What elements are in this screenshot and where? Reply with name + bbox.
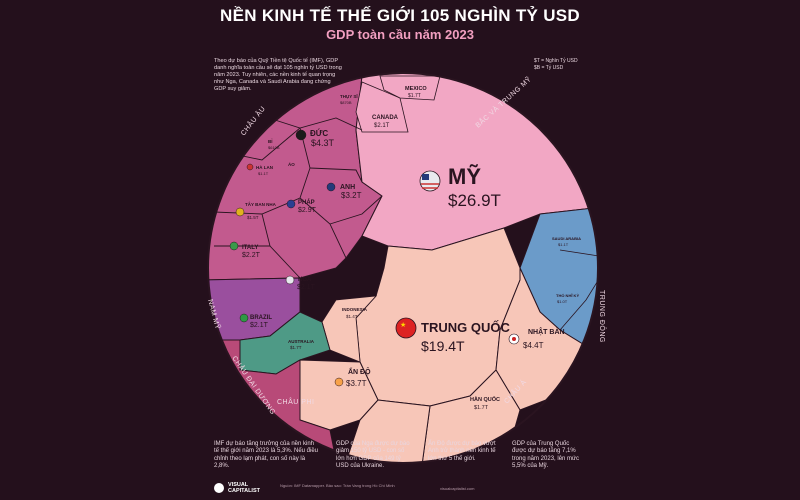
country-label-australia: AUSTRALIA	[288, 339, 315, 344]
country-value-italy: $2.2T	[242, 252, 261, 259]
flag-ru-icon	[285, 275, 295, 285]
country-label-uk: ANH	[340, 184, 355, 191]
flag-es-icon	[235, 207, 245, 217]
country-label-korea: HÀN QUỐC	[470, 396, 500, 403]
country-value-indonesia: $1.4T	[346, 314, 358, 319]
country-value-russia: $2.1T	[297, 284, 316, 291]
page-title: NỀN KINH TẾ THẾ GIỚI 105 NGHÌN TỶ USD	[220, 6, 580, 25]
legend-billion: $B = Tỷ USD	[534, 64, 564, 71]
flag-nl-icon	[246, 163, 254, 171]
site-link[interactable]: visualcapitalist.com	[440, 486, 475, 491]
country-value-canada: $2.1T	[374, 123, 390, 129]
country-label-india: ẤN ĐỘ	[348, 366, 371, 376]
country-label-switzerland: THỤY SĨ	[340, 93, 358, 99]
country-value-spain: $1.5T	[247, 215, 259, 220]
country-value-australia: $1.7T	[290, 345, 302, 350]
brand-logo: VISUAL CAPITALIST	[214, 482, 260, 494]
country-value-usa: $26.9T	[448, 191, 501, 210]
country-label-russia: NGA	[298, 277, 312, 283]
fact-russia: GDP của Nga được dự báo giảm 150 tỷ USD …	[336, 441, 410, 470]
country-value-france: $2.9T	[298, 207, 317, 214]
fact-china: GDP của Trung Quốc được dự báo tăng 7,1%…	[512, 441, 580, 470]
country-value-korea: $1.7T	[474, 405, 489, 411]
flag-de-icon	[295, 129, 307, 141]
legend-trillion: $T = Nghìn Tỷ USD	[534, 58, 578, 64]
country-value-china: $19.4T	[421, 338, 465, 354]
middle-east-cell-borders	[559, 249, 598, 331]
country-label-austria: ÁO	[288, 161, 295, 167]
flag-br-icon	[239, 313, 249, 323]
country-value-germany: $4.3T	[311, 138, 335, 148]
country-label-japan: NHẬT BẢN	[528, 327, 565, 336]
flag-in-icon	[334, 377, 344, 387]
country-value-india: $3.7T	[346, 379, 367, 388]
country-value-saudi: $1.1T	[558, 242, 569, 247]
region-label-africa: CHÂU PHI	[277, 397, 314, 406]
country-label-brazil: BRAZIL	[250, 315, 272, 321]
page-subtitle: GDP toàn cầu năm 2023	[326, 27, 474, 42]
country-label-germany: ĐỨC	[310, 129, 328, 138]
country-label-belgium: BỈ	[268, 138, 273, 144]
country-label-indonesia: INDONESIA	[342, 307, 368, 312]
country-value-turkey: $1.0T	[557, 299, 568, 304]
cell-mexico	[379, 75, 441, 101]
country-value-netherlands: $1.1T	[258, 171, 269, 176]
flag-gb-icon	[326, 182, 336, 192]
europe-cell-borders-3	[309, 167, 363, 183]
chart-outline	[207, 72, 599, 464]
unit-legend: $T = Nghìn Tỷ USD $B = Tỷ USD	[534, 58, 578, 71]
flag-it-icon	[229, 241, 239, 251]
country-label-spain: TÂY BAN NHA	[245, 201, 277, 207]
region-label-middle-east: TRUNG ĐÔNG	[598, 290, 607, 343]
intro-text: Theo dự báo của Quỹ Tiền tệ Quốc tế (IMF…	[214, 58, 342, 92]
brand-line1: VISUAL	[228, 482, 249, 488]
country-label-italy: ITALY	[242, 245, 258, 251]
logo-icon	[214, 483, 224, 493]
country-value-belgium: $610B	[268, 145, 280, 150]
source-note: Nguồn: IMF Datamapper. Bảo sao: Trần Van…	[280, 483, 395, 488]
country-value-brazil: $2.1T	[250, 322, 269, 329]
fact-india: Ấn Độ được dự báo vượt Anh trở thành nền…	[428, 441, 496, 462]
country-label-netherlands: HÀ LAN	[256, 164, 273, 170]
country-label-france: PHÁP	[298, 199, 315, 206]
flag-fr-icon	[286, 199, 296, 209]
country-value-switzerland: $870B	[340, 100, 352, 105]
fact-imf: IMF dự báo tăng trưởng của nền kinh tế t…	[214, 441, 319, 470]
flag-cn-star: ★	[400, 321, 406, 329]
country-value-japan: $4.4T	[523, 341, 544, 350]
country-label-usa: MỸ	[448, 164, 481, 189]
europe-cell-borders-7	[329, 195, 383, 225]
brand-line2: CAPITALIST	[228, 488, 260, 494]
country-value-uk: $3.2T	[341, 191, 362, 200]
flag-cn-icon	[395, 317, 417, 339]
country-label-saudi: SAUDI ARABIA	[552, 236, 581, 241]
country-label-canada: CANADA	[372, 115, 399, 121]
country-label-mexico: MEXICO	[405, 86, 427, 92]
country-label-china: TRUNG QUỐC	[421, 320, 510, 335]
flag-jp-dot	[512, 337, 516, 341]
flag-us-canton	[422, 174, 429, 180]
country-label-turkey: THỔ NHĨ KỲ	[556, 293, 579, 298]
country-value-mexico: $1.7T	[408, 93, 421, 99]
cell-canada	[355, 81, 409, 133]
